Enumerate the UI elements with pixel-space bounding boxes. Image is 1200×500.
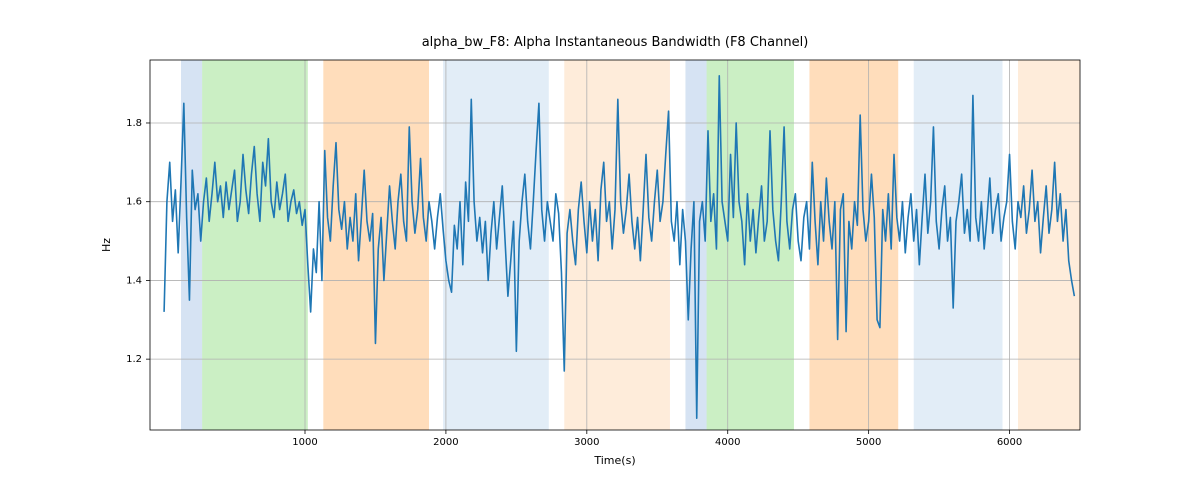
- ytick-label: 1.8: [126, 118, 142, 129]
- band-2: [323, 60, 429, 430]
- x-axis-label: Time(s): [593, 454, 635, 467]
- xtick-label: 4000: [715, 437, 740, 448]
- band-8: [914, 60, 1003, 430]
- ytick-label: 1.2: [126, 354, 142, 365]
- bands: [181, 60, 1080, 430]
- band-7: [809, 60, 898, 430]
- xtick-label: 5000: [856, 437, 881, 448]
- x-axis: 1000 2000 3000 4000 5000 6000: [292, 430, 1022, 448]
- ytick-label: 1.6: [126, 197, 142, 208]
- ytick-label: 1.4: [126, 275, 142, 286]
- xtick-label: 6000: [997, 437, 1022, 448]
- band-9: [1018, 60, 1080, 430]
- y-axis-label: Hz: [100, 238, 113, 252]
- xtick-label: 3000: [574, 437, 599, 448]
- xtick-label: 2000: [433, 437, 458, 448]
- band-1: [202, 60, 308, 430]
- chart-title: alpha_bw_F8: Alpha Instantaneous Bandwid…: [422, 35, 809, 50]
- figure: 1000 2000 3000 4000 5000 6000 1.2 1.4 1.6 1.8 Time…: [0, 0, 1200, 500]
- plot-svg: 1000 2000 3000 4000 5000 6000 1.2 1.4 1.6 1.8 Time…: [0, 0, 1200, 500]
- xtick-label: 1000: [292, 437, 317, 448]
- y-axis: 1.2 1.4 1.6 1.8: [126, 118, 150, 365]
